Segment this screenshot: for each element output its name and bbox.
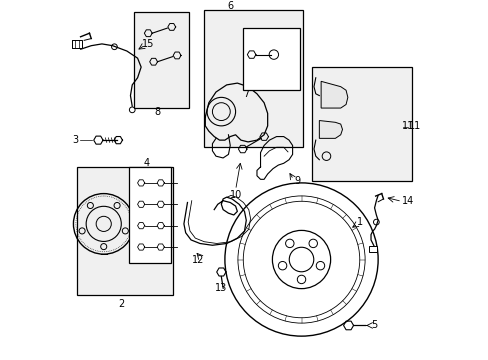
Bar [134,12,189,108]
Text: 5: 5 [370,320,377,330]
Polygon shape [319,121,342,138]
Bar [128,167,171,263]
Bar [203,10,303,147]
Bar [242,28,299,90]
Text: 12: 12 [192,255,204,265]
Polygon shape [321,81,347,108]
Text: 6: 6 [227,1,233,12]
Bar [311,67,411,181]
Text: 11: 11 [408,121,421,131]
Text: 13: 13 [215,283,227,293]
Text: 2: 2 [118,299,124,309]
Text: 10: 10 [229,190,241,201]
Text: 7: 7 [243,89,249,99]
Text: 11: 11 [402,121,414,131]
Bar [77,167,173,295]
Text: 3: 3 [72,135,78,145]
Text: 9: 9 [294,176,300,186]
Bar [368,246,376,252]
Text: 8: 8 [154,107,160,117]
Bar [72,40,82,48]
Text: 15: 15 [142,39,154,49]
Text: 14: 14 [401,196,413,206]
Text: 1: 1 [357,217,363,227]
Text: 4: 4 [143,158,149,168]
